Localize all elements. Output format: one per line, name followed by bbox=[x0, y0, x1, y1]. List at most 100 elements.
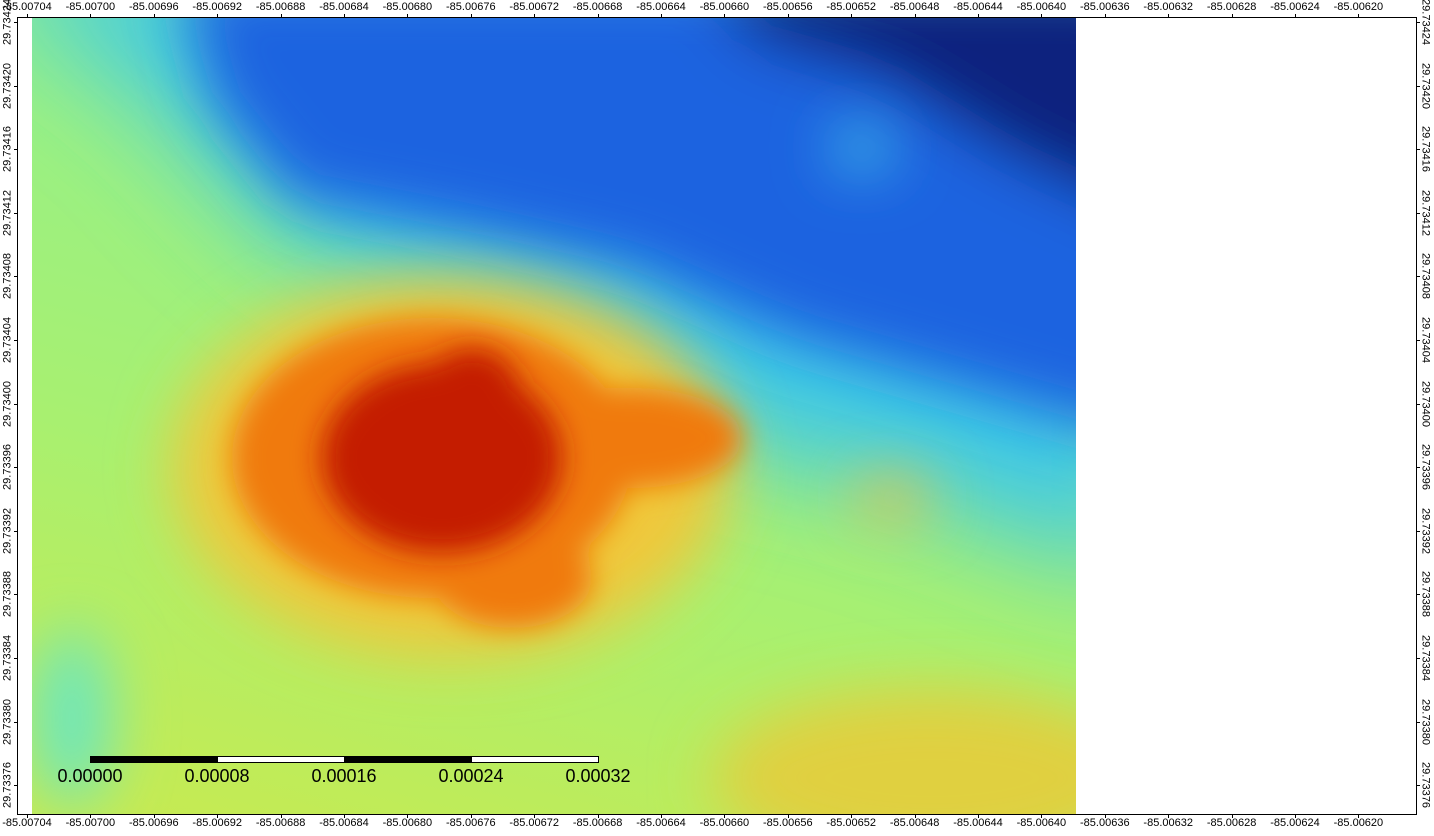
y-tick-label-left: 29.73404 bbox=[1, 317, 14, 363]
y-tick-label-right: 29.73380 bbox=[1419, 698, 1432, 745]
y-tick-mark-left bbox=[14, 530, 18, 532]
x-tick-mark-top bbox=[27, 14, 28, 18]
x-tick-mark-top bbox=[153, 14, 155, 18]
x-tick-mark-bottom bbox=[470, 814, 472, 818]
y-tick-mark-right bbox=[1416, 658, 1420, 659]
x-tick-label-bottom: -85.00648 bbox=[889, 817, 940, 829]
y-tick-mark-left bbox=[14, 785, 18, 787]
x-tick-mark-top bbox=[534, 14, 536, 18]
x-tick-mark-bottom bbox=[724, 814, 726, 818]
y-tick-mark-left bbox=[14, 149, 18, 151]
x-tick-label-bottom: -85.00656 bbox=[763, 817, 813, 829]
x-tick-label-top: -85.00624 bbox=[1270, 1, 1320, 13]
x-tick-label-bottom: -85.00620 bbox=[1333, 817, 1384, 829]
y-tick-mark-left bbox=[14, 467, 18, 469]
x-tick-mark-top bbox=[344, 14, 345, 18]
scale-bar-segment bbox=[471, 756, 599, 763]
x-tick-label-bottom: -85.00636 bbox=[1080, 817, 1130, 829]
x-tick-label-top: -85.00664 bbox=[636, 1, 686, 13]
x-tick-mark-top bbox=[914, 14, 916, 18]
y-tick-label-right: 29.73384 bbox=[1419, 635, 1432, 681]
scale-bar-label: 0.00000 bbox=[57, 766, 123, 786]
heatmap-svg bbox=[32, 18, 1076, 814]
x-tick-label-top: -85.00672 bbox=[509, 1, 559, 13]
y-tick-mark-right bbox=[1416, 594, 1420, 596]
y-tick-mark-right bbox=[1416, 276, 1420, 278]
y-tick-mark-right bbox=[1416, 149, 1420, 151]
y-tick-label-left: 29.73412 bbox=[1, 189, 14, 236]
y-tick-mark-right bbox=[1416, 467, 1420, 469]
x-tick-label-top: -85.00628 bbox=[1206, 1, 1257, 13]
y-tick-mark-right bbox=[1416, 85, 1420, 87]
y-tick-label-left: 29.73424 bbox=[1, 0, 14, 45]
x-tick-label-bottom: -85.00640 bbox=[1016, 817, 1067, 829]
x-tick-mark-bottom bbox=[978, 814, 979, 818]
y-tick-mark-left bbox=[14, 22, 18, 23]
y-tick-mark-left bbox=[14, 403, 18, 405]
y-tick-mark-left bbox=[14, 721, 18, 723]
y-tick-label-left: 29.73392 bbox=[1, 507, 14, 554]
x-tick-label-top: -85.00632 bbox=[1143, 1, 1193, 13]
x-tick-label-top: -85.00696 bbox=[129, 1, 179, 13]
y-tick-mark-right bbox=[1416, 530, 1420, 532]
scale-bar-label: 0.00032 bbox=[565, 766, 631, 786]
x-tick-mark-bottom bbox=[1358, 814, 1360, 818]
y-tick-label-right: 29.73376 bbox=[1419, 762, 1432, 809]
heatmap-peak-zone bbox=[322, 348, 562, 553]
y-tick-label-left: 29.73420 bbox=[1, 62, 14, 109]
x-tick-label-bottom: -85.00676 bbox=[446, 817, 496, 829]
x-tick-label-top: -85.00644 bbox=[953, 1, 1003, 13]
x-tick-mark-bottom bbox=[90, 814, 92, 818]
scale-bar-segment bbox=[90, 756, 218, 763]
x-tick-mark-top bbox=[661, 14, 662, 18]
x-tick-mark-top bbox=[217, 14, 219, 18]
y-tick-mark-left bbox=[14, 276, 18, 278]
x-tick-label-top: -85.00704 bbox=[2, 1, 52, 13]
x-tick-label-top: -85.00652 bbox=[826, 1, 876, 13]
x-tick-label-bottom: -85.00700 bbox=[65, 817, 116, 829]
y-tick-label-right: 29.73420 bbox=[1419, 62, 1432, 109]
x-tick-mark-top bbox=[978, 14, 979, 18]
x-tick-label-bottom: -85.00632 bbox=[1143, 817, 1193, 829]
x-tick-mark-top bbox=[1041, 14, 1043, 18]
x-tick-mark-bottom bbox=[217, 814, 219, 818]
x-tick-mark-bottom bbox=[344, 814, 345, 818]
scale-bar-label: 0.00024 bbox=[438, 766, 504, 786]
x-tick-mark-top bbox=[1104, 14, 1106, 18]
y-tick-label-left: 29.73396 bbox=[1, 444, 14, 491]
heatmap-cyan-highlight bbox=[32, 128, 892, 808]
x-tick-label-top: -85.00692 bbox=[192, 1, 242, 13]
x-tick-label-bottom: -85.00628 bbox=[1206, 817, 1257, 829]
x-tick-mark-top bbox=[90, 14, 92, 18]
x-tick-label-top: -85.00676 bbox=[446, 1, 496, 13]
elevation-heatmap[interactable] bbox=[32, 18, 1076, 814]
y-tick-label-left: 29.73380 bbox=[1, 698, 14, 745]
x-tick-mark-top bbox=[597, 14, 599, 18]
x-tick-mark-bottom bbox=[280, 814, 282, 818]
x-tick-label-top: -85.00688 bbox=[255, 1, 306, 13]
y-tick-mark-left bbox=[14, 212, 18, 214]
y-tick-mark-right bbox=[1416, 785, 1420, 787]
x-tick-mark-bottom bbox=[661, 814, 662, 818]
scale-bar-segment bbox=[344, 756, 472, 763]
y-tick-label-right: 29.73400 bbox=[1419, 380, 1432, 427]
scale-bar-label: 0.00016 bbox=[311, 766, 377, 786]
x-tick-label-bottom: -85.00696 bbox=[129, 817, 179, 829]
x-tick-mark-top bbox=[851, 14, 853, 18]
x-tick-mark-bottom bbox=[153, 814, 155, 818]
y-tick-mark-right bbox=[1416, 403, 1420, 405]
x-tick-mark-top bbox=[407, 14, 409, 18]
x-tick-label-top: -85.00656 bbox=[763, 1, 813, 13]
y-tick-label-right: 29.73396 bbox=[1419, 444, 1432, 491]
x-tick-label-top: -85.00648 bbox=[889, 1, 940, 13]
x-tick-label-top: -85.00620 bbox=[1333, 1, 1384, 13]
x-tick-label-top: -85.00636 bbox=[1080, 1, 1130, 13]
y-tick-label-left: 29.73388 bbox=[1, 571, 14, 618]
x-tick-label-bottom: -85.00644 bbox=[953, 817, 1003, 829]
y-tick-label-left: 29.73416 bbox=[1, 126, 14, 173]
y-tick-label-right: 29.73388 bbox=[1419, 571, 1432, 618]
x-tick-mark-top bbox=[1231, 14, 1233, 18]
y-tick-label-left: 29.73376 bbox=[1, 762, 14, 809]
x-tick-label-bottom: -85.00672 bbox=[509, 817, 559, 829]
x-tick-label-top: -85.00640 bbox=[1016, 1, 1067, 13]
